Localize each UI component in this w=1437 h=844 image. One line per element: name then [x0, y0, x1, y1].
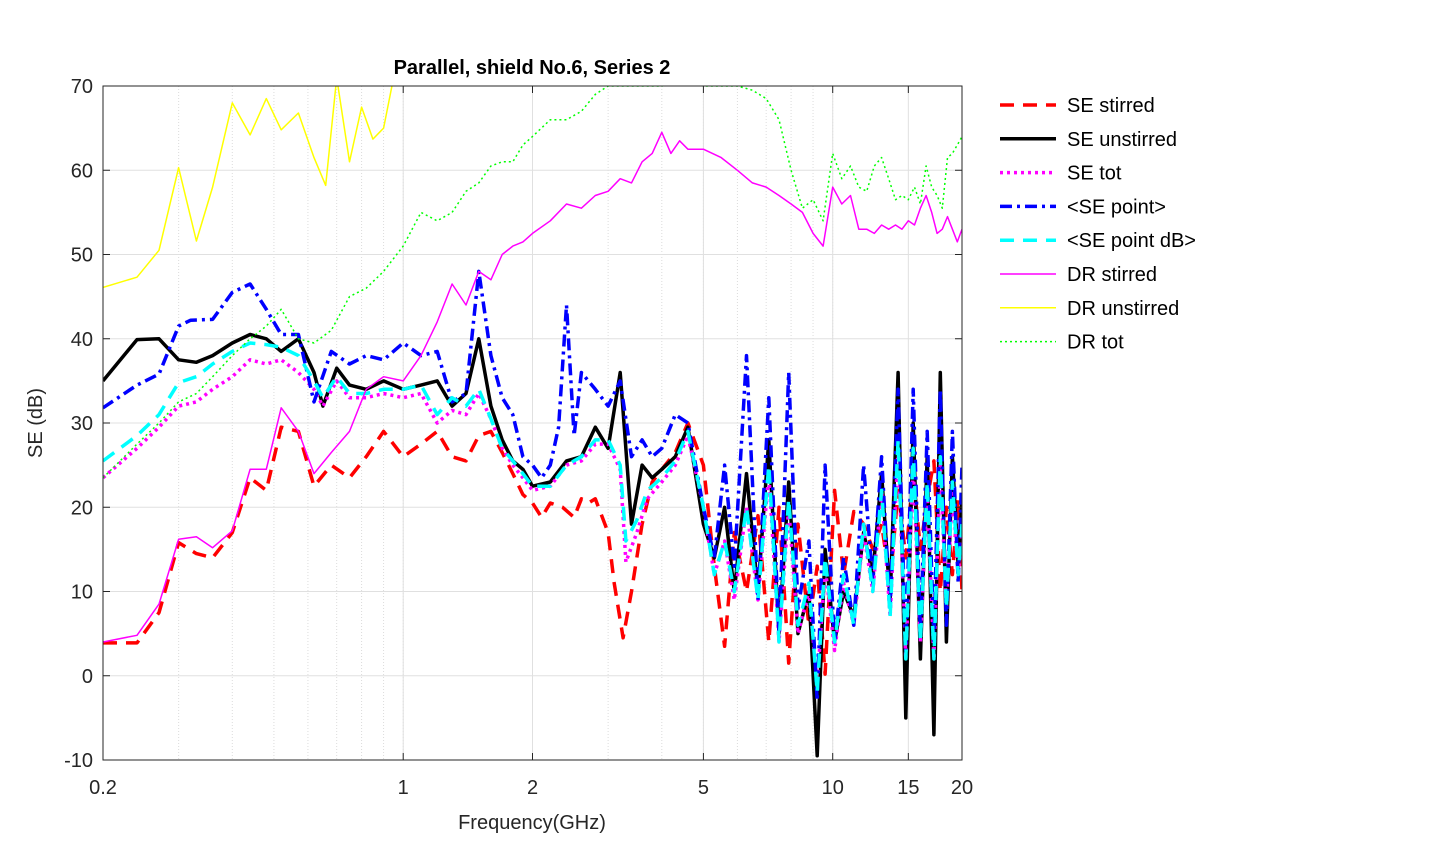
- x-tick-label: 10: [822, 777, 844, 799]
- y-tick-label: 10: [71, 582, 93, 604]
- x-tick-label: 5: [698, 777, 709, 799]
- legend-label-7: DR unstirred: [1067, 298, 1179, 320]
- legend-label-5: <SE point dB>: [1067, 230, 1196, 252]
- y-axis-label: SE (dB): [25, 388, 47, 458]
- series-line-7: [103, 86, 393, 289]
- y-tick-label: 30: [71, 413, 93, 435]
- y-tick-label: 50: [71, 245, 93, 267]
- y-tick-label: -10: [64, 750, 93, 772]
- y-tick-label: 20: [71, 497, 93, 519]
- y-tick-label: 40: [71, 329, 93, 351]
- legend-label-1: SE stirred: [1067, 95, 1155, 117]
- legend: SE stirred SE unstirred SE tot <SE point> <S…: [1000, 95, 1196, 354]
- x-tick-label: 15: [897, 777, 919, 799]
- axes-ticks: 0.2 1 2 5 10 15 20 -10 0 10 20 30 40 50 60 70: [64, 76, 973, 799]
- x-tick-label: 1: [398, 777, 409, 799]
- legend-label-6: DR stirred: [1067, 264, 1157, 286]
- x-tick-label: 20: [951, 777, 973, 799]
- series-line-4: [103, 269, 962, 703]
- y-tick-label: 70: [71, 76, 93, 98]
- legend-label-3: SE tot: [1067, 163, 1122, 185]
- x-tick-label: 0.2: [89, 777, 117, 799]
- x-axis-label: Frequency(GHz): [458, 812, 606, 834]
- chart-title: Parallel, shield No.6, Series 2: [394, 57, 671, 79]
- x-tick-label: 2: [527, 777, 538, 799]
- legend-label-8: DR tot: [1067, 332, 1124, 354]
- series-line-5: [103, 341, 962, 695]
- series-line-6: [103, 131, 962, 643]
- legend-label-2: SE unstirred: [1067, 129, 1177, 151]
- series-group: [103, 86, 962, 758]
- y-tick-label: 60: [71, 160, 93, 182]
- series-line-3: [103, 358, 962, 686]
- y-tick-label: 0: [82, 666, 93, 688]
- legend-label-4: <SE point>: [1067, 196, 1166, 218]
- series-line-1: [103, 421, 962, 676]
